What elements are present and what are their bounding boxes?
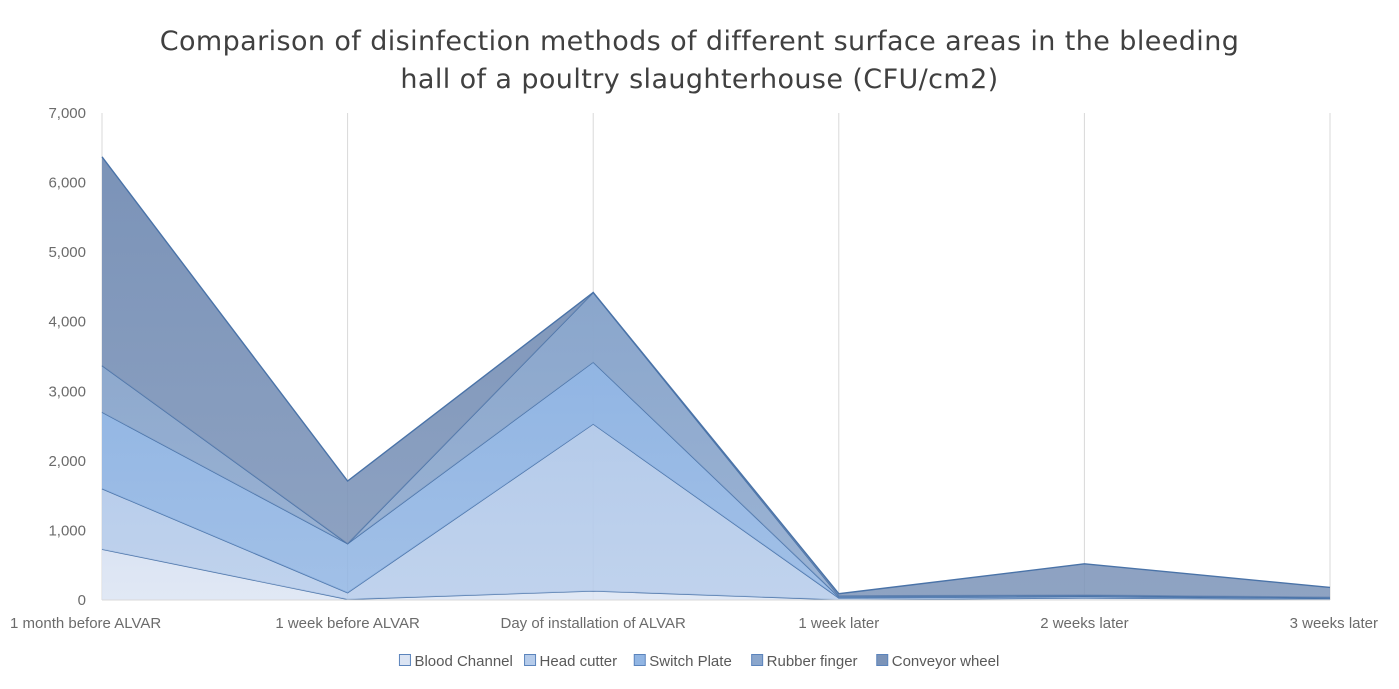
legend-label: Conveyor wheel bbox=[892, 653, 1000, 670]
legend-swatch bbox=[398, 654, 411, 666]
x-category-label: 2 weeks later bbox=[1040, 615, 1128, 632]
legend-label: Head cutter bbox=[540, 653, 618, 670]
x-category-label: 1 month before ALVAR bbox=[10, 615, 161, 632]
legend-label: Blood Channel bbox=[414, 653, 512, 670]
area-head-cutter bbox=[102, 423, 1330, 600]
y-tick-label: 3,000 bbox=[48, 383, 86, 400]
y-tick-label: 4,000 bbox=[48, 314, 86, 331]
y-tick-label: 0 bbox=[78, 592, 86, 609]
legend-swatch bbox=[751, 654, 764, 666]
x-category-label: Day of installation of ALVAR bbox=[501, 615, 687, 632]
x-category-label: 1 week before ALVAR bbox=[275, 615, 420, 632]
legend-label: Rubber finger bbox=[767, 653, 858, 670]
chart-title-line-2: hall of a poultry slaughterhouse (CFU/cm… bbox=[400, 64, 999, 95]
legend-swatch bbox=[524, 654, 537, 666]
x-category-label: 1 week later bbox=[798, 615, 879, 632]
legend-swatch bbox=[633, 654, 646, 666]
legend-swatch bbox=[876, 654, 889, 666]
area-blood-channel bbox=[102, 549, 1330, 600]
y-tick-label: 7,000 bbox=[48, 105, 86, 122]
legend-label: Switch Plate bbox=[649, 653, 732, 670]
y-tick-label: 5,000 bbox=[48, 244, 86, 261]
area-outline-conveyor-wheel bbox=[101, 156, 1331, 595]
y-tick-label: 2,000 bbox=[48, 453, 86, 470]
y-tick-label: 6,000 bbox=[48, 175, 86, 192]
x-category-label: 3 weeks later bbox=[1290, 615, 1378, 632]
chart-title-line-1: Comparison of disinfection methods of di… bbox=[159, 26, 1240, 57]
y-tick-label: 1,000 bbox=[48, 522, 86, 539]
